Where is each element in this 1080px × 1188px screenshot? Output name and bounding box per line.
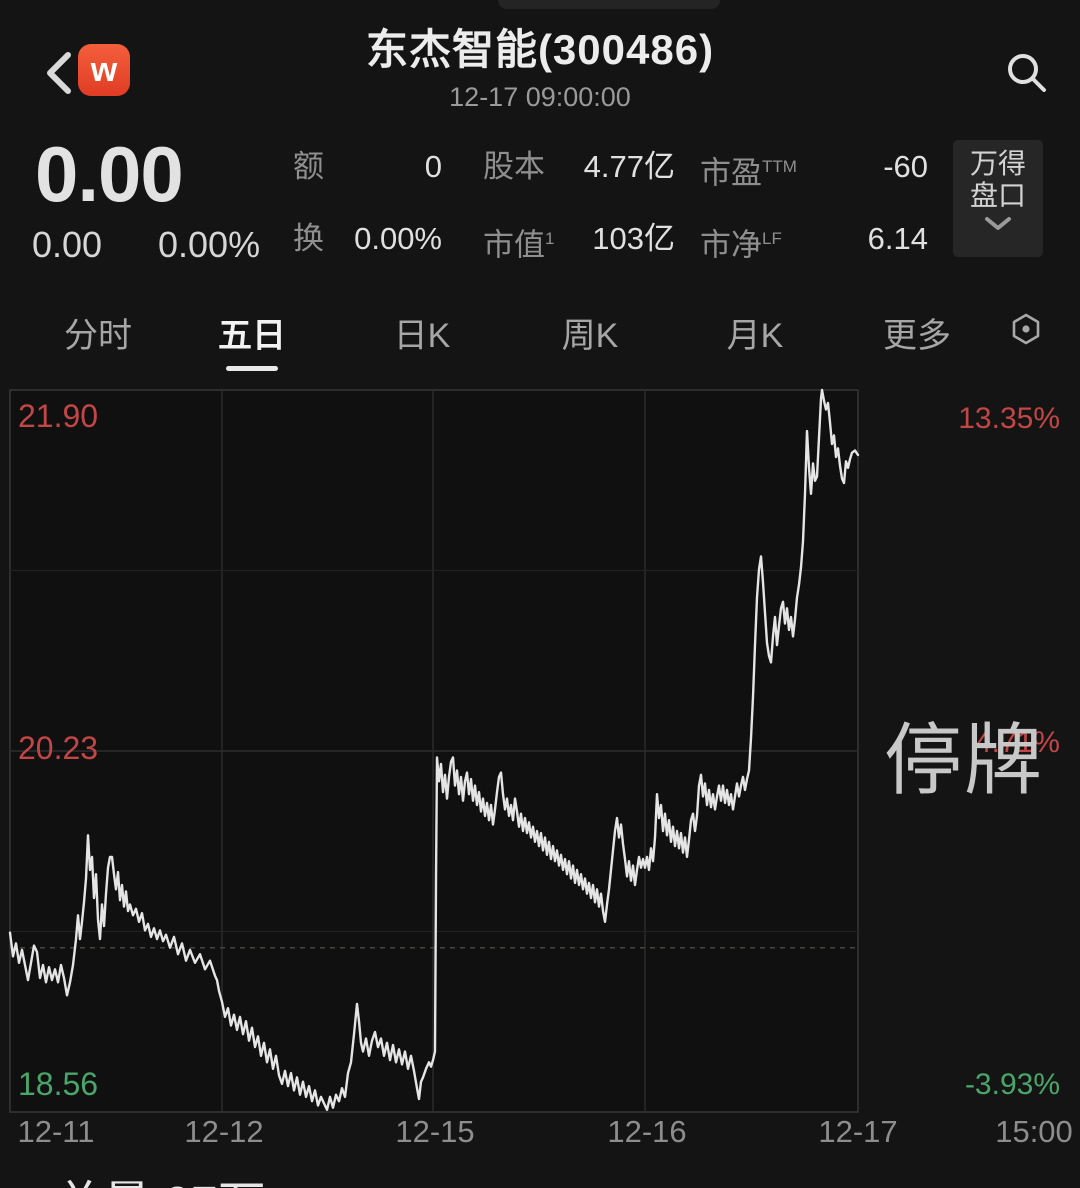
tab-weekly-k[interactable]: 周K bbox=[561, 317, 619, 355]
tab-more[interactable]: 更多 bbox=[883, 317, 951, 355]
field-label-pb: 市净LF bbox=[700, 227, 782, 263]
suspended-watermark: 停牌 bbox=[884, 716, 1045, 804]
y-axis-mid-label: 20.23 bbox=[18, 730, 99, 766]
tab-daily-k[interactable]: 日K bbox=[393, 317, 451, 355]
field-label-amount: 额 bbox=[293, 149, 324, 184]
pct-axis-high-label: 13.35% bbox=[958, 402, 1060, 435]
x-tick-12-12: 12-12 bbox=[184, 1114, 264, 1149]
active-tab-underline bbox=[226, 366, 278, 371]
total-volume-label: 总量:97万 bbox=[55, 1164, 266, 1188]
field-value-pe: -60 bbox=[883, 149, 928, 184]
last-price: 0.00 bbox=[35, 130, 184, 218]
search-button[interactable] bbox=[1004, 50, 1050, 96]
field-label-marketcap: 市值1 bbox=[483, 227, 555, 263]
pct-axis-low-label: -3.93% bbox=[964, 1068, 1060, 1101]
field-value-pb: 6.14 bbox=[867, 221, 928, 256]
search-icon bbox=[1004, 54, 1050, 100]
field-label-shares: 股本 bbox=[483, 149, 545, 184]
page-title: 东杰智能(300486) bbox=[365, 26, 715, 73]
tab-minute[interactable]: 分时 bbox=[64, 317, 132, 355]
y-axis-low-label: 18.56 bbox=[18, 1066, 99, 1102]
x-tick-12-16: 12-16 bbox=[607, 1114, 687, 1149]
field-label-pe: 市盈TTM bbox=[700, 155, 797, 191]
wind-order-book-label-line2: 盘口 bbox=[969, 180, 1026, 211]
gear-icon bbox=[1008, 313, 1044, 351]
tab-five-day[interactable]: 五日 bbox=[218, 317, 286, 355]
field-value-amount: 0 bbox=[424, 149, 442, 184]
field-value-shares: 4.77亿 bbox=[583, 149, 675, 184]
chart-settings-button[interactable] bbox=[1008, 311, 1044, 347]
wind-order-book-button[interactable]: 万得 盘口 bbox=[953, 140, 1043, 257]
wind-order-book-label-line1: 万得 bbox=[969, 148, 1026, 179]
pct-axis-mid-label: 4.71% bbox=[974, 726, 1060, 759]
quote-timestamp: 12-17 09:00:00 bbox=[449, 82, 631, 112]
tab-monthly-k[interactable]: 月K bbox=[726, 317, 784, 355]
chevron-down-icon bbox=[983, 217, 1013, 236]
x-tick-12-17: 12-17 bbox=[818, 1114, 898, 1149]
field-value-turnover: 0.00% bbox=[354, 221, 442, 256]
price-line bbox=[8, 388, 860, 1112]
field-value-marketcap: 103亿 bbox=[592, 221, 675, 256]
price-change: 0.00 bbox=[32, 224, 103, 265]
wind-logo-letter: w bbox=[90, 51, 118, 89]
wind-app-logo[interactable]: w bbox=[78, 44, 130, 96]
y-axis-high-label: 21.90 bbox=[18, 398, 99, 434]
top-sheet-handle bbox=[498, 0, 720, 9]
x-tick-12-11: 12-11 bbox=[17, 1114, 95, 1149]
field-label-turnover: 换 bbox=[293, 221, 324, 256]
back-button[interactable] bbox=[42, 50, 78, 96]
price-change-percent: 0.00% bbox=[158, 224, 261, 265]
x-tick-12-15: 12-15 bbox=[395, 1114, 475, 1149]
x-tick-close-time: 15:00 bbox=[995, 1114, 1073, 1149]
chevron-left-icon bbox=[42, 52, 78, 100]
